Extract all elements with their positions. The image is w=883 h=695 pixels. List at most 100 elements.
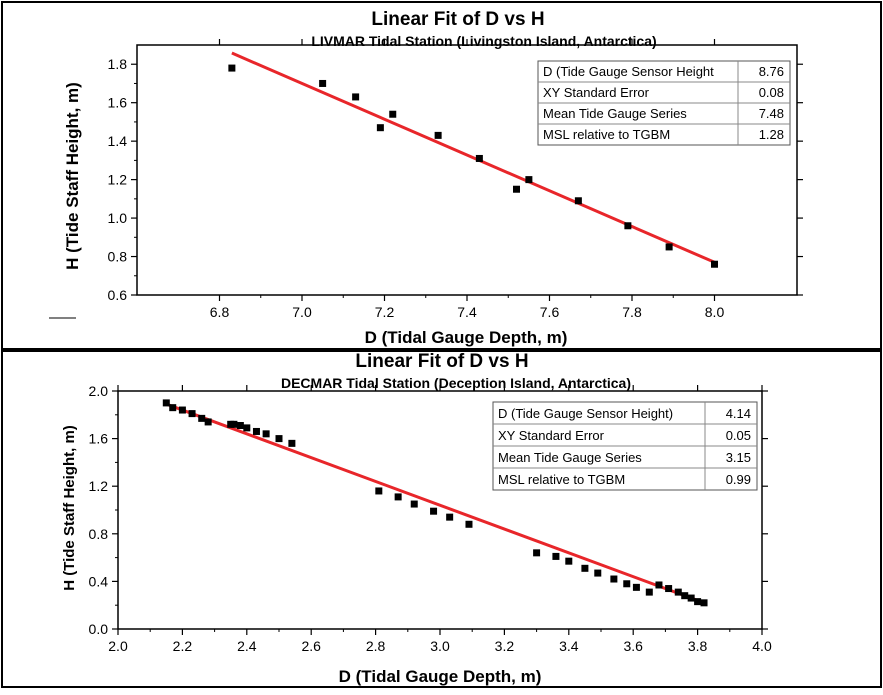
data-point [288, 439, 296, 447]
data-point [162, 399, 170, 407]
data-point [319, 79, 327, 87]
y-tick-label: 1.8 [108, 56, 128, 72]
data-point [465, 520, 473, 528]
data-point [198, 414, 206, 422]
stats-table-label: Mean Tide Gauge Series [543, 106, 687, 121]
data-point [188, 410, 196, 418]
stats-table-label: D (Tide Gauge Sensor Height [543, 64, 714, 79]
data-point [655, 581, 663, 589]
data-point [475, 154, 483, 162]
x-tick-label: 7.0 [292, 304, 312, 320]
chart1-subtitle: LIVMAR Tidal Station (Livingston Island,… [311, 33, 656, 49]
data-point [430, 507, 438, 515]
data-point [665, 585, 673, 593]
stats-table-label: MSL relative to TGBM [498, 472, 625, 487]
data-point [552, 552, 560, 560]
chart2-stats-table: D (Tide Gauge Sensor Height) 4.14 XY Stand… [492, 401, 758, 491]
chart2-ylabel: H (Tide Staff Height, m) [61, 425, 78, 591]
chart1-title: Linear Fit of D vs H [371, 9, 544, 30]
data-point [262, 430, 270, 438]
chart1-xlabel: D (Tidal Gauge Depth, m) [365, 328, 568, 347]
data-point [687, 594, 695, 602]
data-point [700, 599, 708, 607]
chart1-plot: 6.8 7.0 7.2 7.4 7.6 7.8 8.0 0.6 0.8 1.0 1.2 1.4 1.6 1… [108, 39, 803, 320]
y-tick-label: 0.8 [108, 249, 128, 265]
data-point [252, 427, 260, 435]
data-point [681, 592, 689, 600]
data-point [228, 64, 236, 72]
chart1-ylabel: H (Tide Staff Height, m) [63, 82, 82, 270]
data-point [525, 176, 533, 184]
y-tick-label: 2.0 [89, 383, 109, 399]
chart2-subtitle: DECMAR Tidal Station (Deception Island, … [281, 375, 631, 391]
data-point [178, 406, 186, 414]
x-tick-label: 3.0 [430, 638, 450, 654]
x-tick-label: 7.4 [457, 304, 477, 320]
data-point [645, 588, 653, 596]
y-tick-label: 0.8 [89, 526, 109, 542]
x-tick-label: 7.6 [540, 304, 560, 320]
y-tick-label: 0.0 [89, 621, 109, 637]
data-point [434, 131, 442, 139]
data-point [624, 222, 632, 230]
x-tick-label: 2.0 [108, 638, 128, 654]
x-tick-label: 3.8 [688, 638, 708, 654]
stats-table-value: 1.28 [759, 127, 784, 142]
data-point [665, 243, 673, 251]
stats-table-label: XY Standard Error [498, 428, 605, 443]
chart2-title: Linear Fit of D vs H [355, 351, 528, 372]
data-point [376, 124, 384, 132]
chart2-xlabel: D (Tidal Gauge Depth, m) [339, 667, 542, 686]
stats-table-value: 0.99 [726, 472, 751, 487]
data-point [610, 575, 618, 583]
x-tick-label: 3.4 [559, 638, 579, 654]
stats-table-value: 4.14 [726, 406, 751, 421]
data-point [513, 185, 520, 193]
data-point [711, 260, 718, 268]
data-point [204, 418, 212, 426]
data-point [169, 404, 177, 412]
x-tick-label: 2.8 [366, 638, 386, 654]
data-point [533, 549, 541, 557]
data-point [375, 487, 383, 495]
data-point [574, 197, 582, 205]
y-tick-label: 1.2 [89, 478, 109, 494]
data-point [236, 422, 244, 430]
y-tick-label: 1.2 [108, 172, 128, 188]
data-point [674, 588, 682, 596]
data-point [410, 500, 418, 508]
x-tick-label: 6.8 [210, 304, 230, 320]
stats-table-value: 0.05 [726, 428, 751, 443]
x-tick-label: 3.6 [623, 638, 643, 654]
stats-table-label: XY Standard Error [543, 85, 650, 100]
data-point [581, 564, 589, 572]
stats-table-value: 0.08 [759, 85, 784, 100]
chart1-stats-table: D (Tide Gauge Sensor Height 8.76 XY Standa… [537, 60, 791, 146]
panel-frame-bottom [1, 350, 882, 688]
data-point [446, 513, 454, 521]
stats-table-label: Mean Tide Gauge Series [498, 450, 642, 465]
fit-line [231, 51, 716, 264]
x-tick-label: 3.2 [495, 638, 515, 654]
x-tick-label: 8.0 [705, 304, 725, 320]
x-tick-label: 2.4 [237, 638, 257, 654]
data-point [230, 420, 238, 428]
y-tick-label: 1.6 [89, 431, 109, 447]
x-tick-label: 4.0 [752, 638, 772, 654]
data-point [389, 110, 397, 118]
stats-table-value: 7.48 [759, 106, 784, 121]
y-tick-label: 0.6 [108, 287, 128, 303]
data-point [594, 569, 602, 577]
stats-table-label: MSL relative to TGBM [543, 127, 670, 142]
x-tick-label: 7.2 [375, 304, 395, 320]
data-point [243, 424, 251, 432]
data-point [632, 583, 640, 591]
y-tick-label: 0.4 [89, 573, 109, 589]
x-tick-label: 7.8 [622, 304, 642, 320]
data-point [623, 580, 631, 588]
stats-table-value: 3.15 [726, 450, 751, 465]
data-point [275, 435, 283, 443]
data-point [565, 557, 573, 565]
x-tick-label: 2.6 [301, 638, 321, 654]
